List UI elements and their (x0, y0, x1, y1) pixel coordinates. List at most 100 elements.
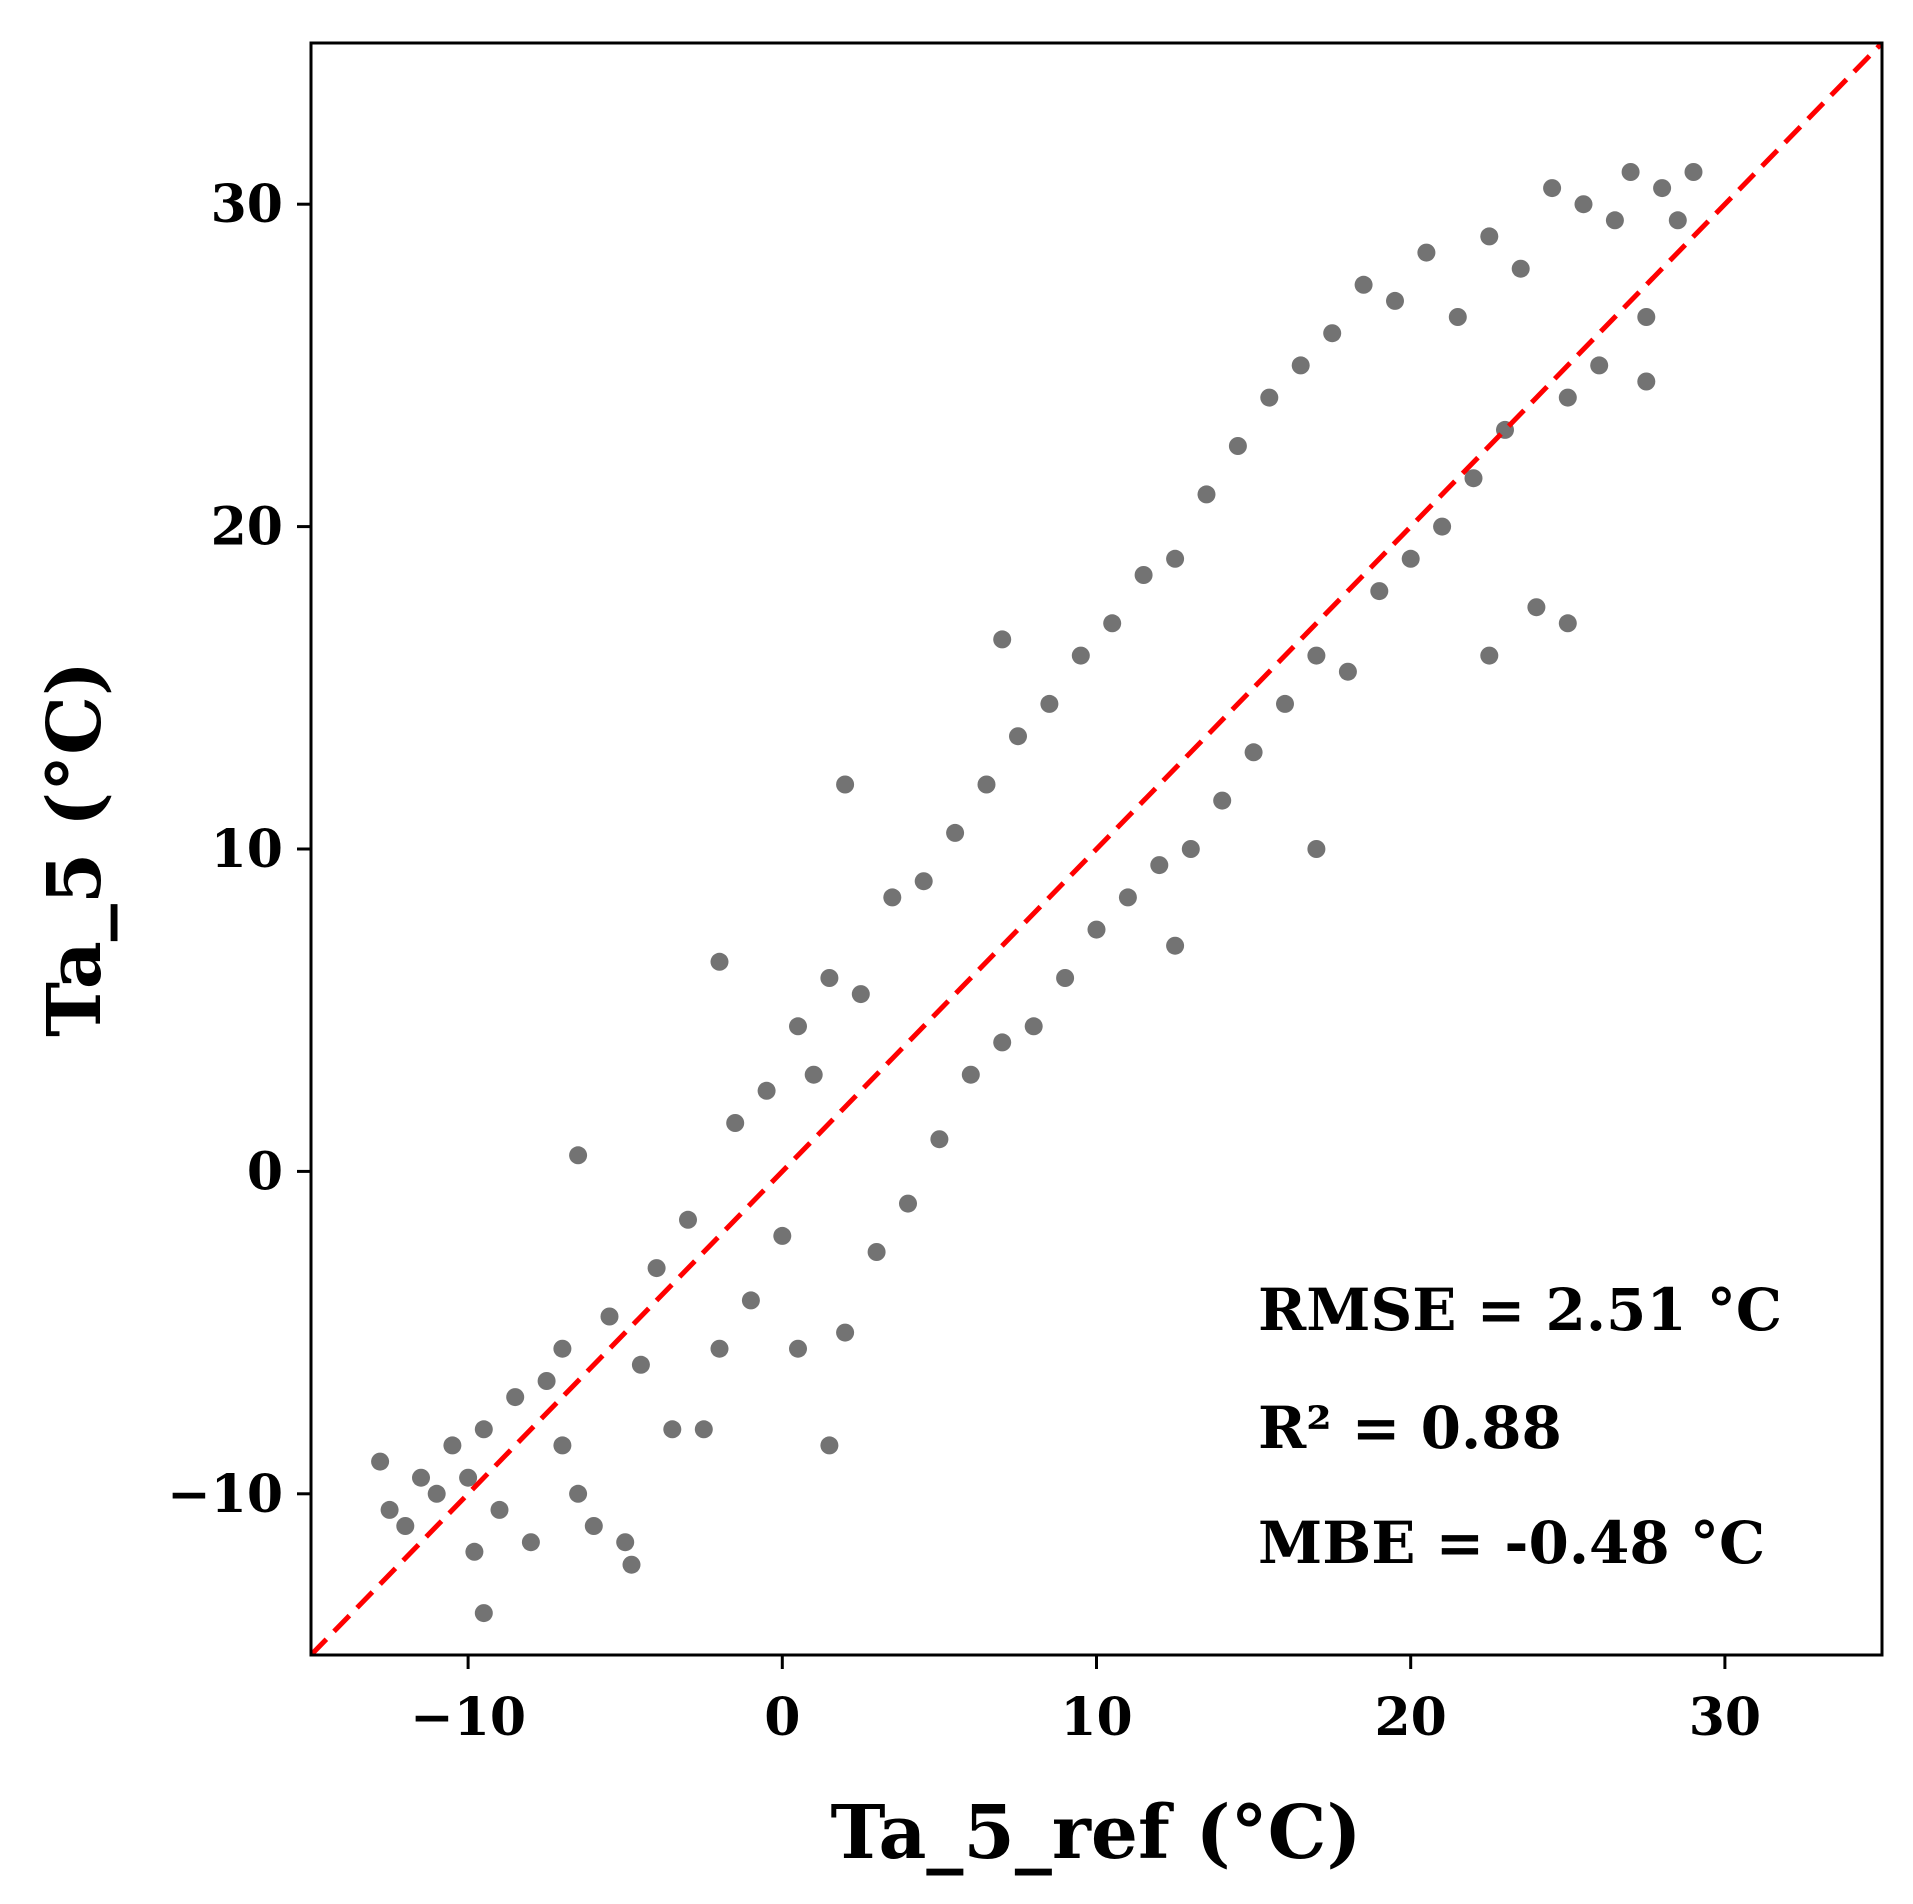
scatter-point (427, 1484, 446, 1503)
scatter-point (820, 1436, 839, 1455)
x-tick-label: 20 (1375, 1687, 1447, 1748)
scatter-point (977, 775, 996, 794)
y-tick-label: −10 (167, 1464, 283, 1525)
scatter-point (961, 1065, 980, 1084)
scatter-point (820, 969, 839, 987)
scatter-point (569, 1146, 588, 1165)
scatter-point (1543, 179, 1562, 198)
scatter-point (1166, 549, 1185, 568)
scatter-point (443, 1436, 462, 1455)
scatter-point (1558, 388, 1577, 407)
scatter-point (930, 1130, 949, 1149)
scatter-point (946, 823, 965, 842)
scatter-point (465, 1542, 484, 1561)
scatter-point (459, 1468, 478, 1487)
scatter-point (553, 1436, 572, 1455)
scatter-point (569, 1484, 588, 1503)
scatter-point (741, 1291, 760, 1310)
scatter-point (1401, 549, 1420, 568)
x-tick-label: 0 (764, 1687, 800, 1748)
stat-rmse: RMSE = 2.51 °C (1258, 1276, 1782, 1344)
scatter-point (506, 1388, 525, 1407)
scatter-point (1118, 888, 1137, 907)
scatter-point (789, 1339, 807, 1358)
scatter-point (1213, 791, 1232, 810)
scatter-point (851, 985, 870, 1004)
scatter-point (1480, 227, 1499, 246)
scatter-point (789, 1017, 807, 1036)
scatter-point (1307, 840, 1326, 858)
scatter-point (710, 952, 729, 971)
scatter-point (537, 1372, 556, 1390)
scatter-point (1511, 259, 1530, 278)
scatter-point (914, 872, 933, 891)
scatter-point (1417, 243, 1436, 262)
scatter-point (1527, 598, 1546, 617)
scatter-point (1323, 324, 1342, 343)
scatter-point (1668, 211, 1687, 230)
scatter-point (647, 1259, 666, 1278)
scatter-point (1009, 727, 1027, 746)
points-layer (371, 163, 1703, 1623)
scatter-point (622, 1555, 641, 1574)
y-tick-label: 20 (211, 497, 283, 558)
scatter-point (1056, 969, 1075, 987)
scatter-point (1433, 517, 1452, 536)
x-axis-title: Ta_5_ref (°C) (830, 1790, 1361, 1876)
scatter-point (412, 1468, 430, 1487)
scatter-point (553, 1339, 572, 1358)
scatter-point (883, 888, 902, 907)
scatter-point (1024, 1017, 1043, 1036)
scatter-point (726, 1114, 745, 1132)
scatter-point (474, 1420, 493, 1439)
stat-r2: R² = 0.88 (1258, 1394, 1562, 1462)
scatter-point (371, 1452, 390, 1471)
scatter-point (1087, 920, 1106, 939)
scatter-point (600, 1307, 619, 1326)
scatter-point (1291, 356, 1310, 375)
scatter-point (679, 1210, 697, 1229)
scatter-point (836, 1323, 855, 1342)
scatter-point (1464, 469, 1483, 488)
scatter-point (380, 1500, 399, 1519)
scatter-point (1480, 646, 1499, 665)
scatter-point (1181, 840, 1200, 858)
scatter-point (474, 1604, 493, 1623)
scatter-point (694, 1420, 713, 1439)
scatter-point (1071, 646, 1090, 665)
scatter-point (1637, 308, 1656, 326)
y-tick-label: 0 (247, 1141, 283, 1202)
scatter-point (1040, 694, 1059, 713)
scatter-point (993, 630, 1012, 649)
scatter-point (1370, 582, 1389, 601)
reference-line (311, 43, 1882, 1655)
scatter-point (1684, 163, 1703, 181)
scatter-point (521, 1533, 540, 1552)
y-tick-label: 30 (211, 174, 283, 235)
scatter-point (773, 1226, 792, 1245)
scatter-point (1228, 437, 1247, 455)
scatter-point (1448, 308, 1467, 326)
scatter-point (631, 1355, 650, 1374)
scatter-point (1276, 694, 1294, 713)
scatter-point (1166, 936, 1185, 955)
scatter-point (1150, 856, 1169, 875)
scatter-point (396, 1517, 415, 1535)
scatter-point (804, 1065, 823, 1084)
scatter-point (1354, 275, 1373, 294)
scatter-point (584, 1517, 603, 1535)
scatter-point (490, 1500, 509, 1519)
scatter-point (1605, 211, 1624, 230)
scatter-point (867, 1243, 886, 1261)
stat-mbe: MBE = -0.48 °C (1258, 1509, 1765, 1577)
scatter-point (1260, 388, 1279, 407)
y-tick-label: 10 (211, 819, 283, 880)
x-tick-label: 30 (1689, 1687, 1761, 1748)
scatter-point (1637, 372, 1656, 391)
x-tick-label: 10 (1060, 1687, 1132, 1748)
scatter-point (757, 1081, 776, 1100)
x-tick-label: −10 (410, 1687, 526, 1748)
